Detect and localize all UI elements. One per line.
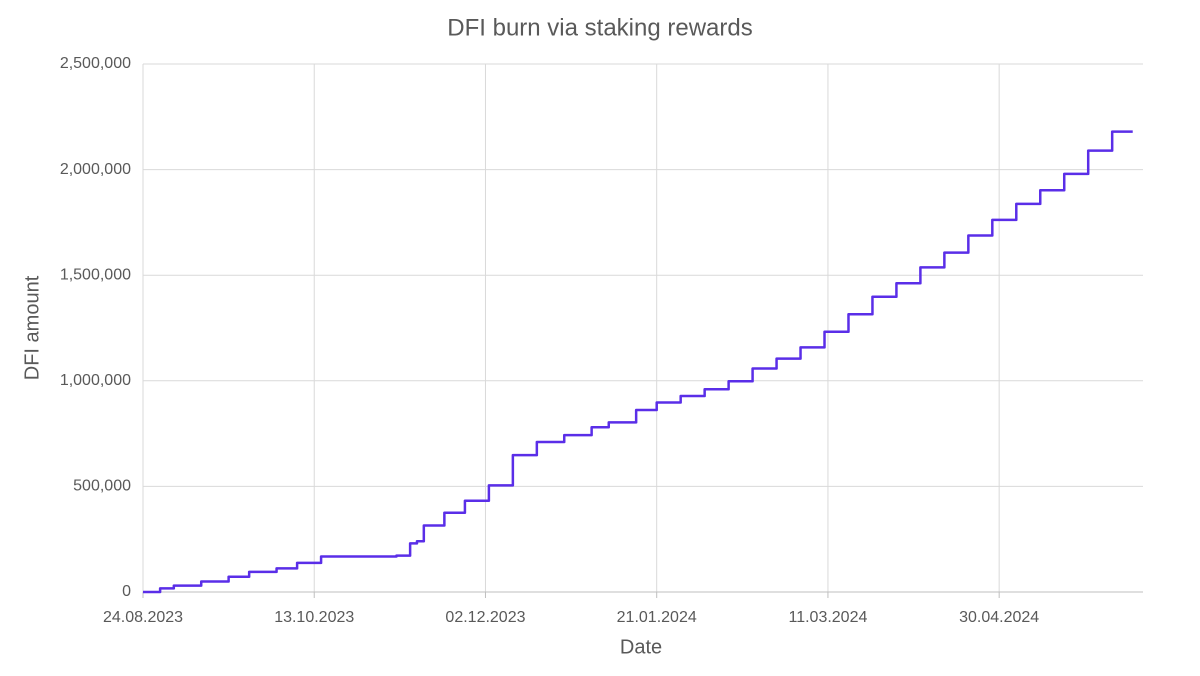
x-tick-label: 30.04.2024 xyxy=(959,609,1039,626)
y-tick-label: 1,500,000 xyxy=(60,266,131,283)
x-tick-label: 24.08.2023 xyxy=(103,609,183,626)
y-tick-label: 1,000,000 xyxy=(60,372,131,389)
y-tick-label: 2,500,000 xyxy=(60,55,131,72)
y-axis-title: DFI amount xyxy=(21,275,43,380)
x-axis-title: Date xyxy=(620,636,662,658)
y-tick-label: 2,000,000 xyxy=(60,161,131,178)
x-tick-label: 13.10.2023 xyxy=(274,609,354,626)
chart-title: DFI burn via staking rewards xyxy=(447,14,752,41)
x-tick-label: 11.03.2024 xyxy=(788,609,867,626)
x-tick-label: 21.01.2024 xyxy=(617,609,697,626)
data-line xyxy=(143,130,1133,594)
y-tick-label: 500,000 xyxy=(73,478,131,495)
x-tick-label: 02.12.2023 xyxy=(445,609,525,626)
y-tick-label: 0 xyxy=(122,583,131,600)
